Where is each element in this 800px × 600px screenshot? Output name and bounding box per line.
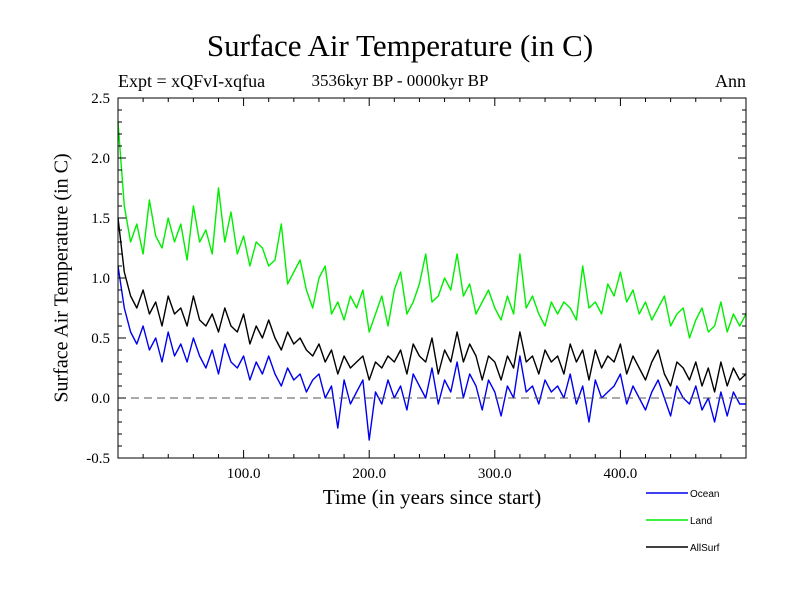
plot-frame <box>117 97 747 459</box>
x-tick-label: 300.0 <box>478 466 512 482</box>
series-layer <box>117 121 747 441</box>
legend: Ocean Land AllSurf <box>646 489 720 554</box>
y-tick-label: 2.0 <box>91 151 110 167</box>
chart-title: Surface Air Temperature (in C) <box>206 28 594 63</box>
chart-subtitle: 3536kyr BP - 0000kyr BP <box>311 71 489 90</box>
x-tick-label: 200.0 <box>352 466 386 482</box>
series-line-land <box>117 121 747 339</box>
y-tick-label: 1.5 <box>91 211 110 227</box>
y-tick-label: 0.0 <box>91 391 110 407</box>
x-tick-label: 400.0 <box>604 466 638 482</box>
experiment-label: Expt = xQFvI-xqfua <box>118 71 266 91</box>
x-axis-label: Time (in years since start) <box>322 485 542 509</box>
legend-label-allsurf: AllSurf <box>690 543 720 554</box>
y-tick-label: -0.5 <box>86 451 110 467</box>
y-tick-label: 2.5 <box>91 91 110 107</box>
y-tick-label: 1.0 <box>91 271 110 287</box>
series-line-ocean <box>117 265 746 441</box>
legend-label-land: Land <box>690 516 712 527</box>
x-tick-label: 100.0 <box>227 466 261 482</box>
series-line-allsurf <box>117 217 747 393</box>
legend-label-ocean: Ocean <box>690 489 719 500</box>
period-label: Ann <box>715 71 746 91</box>
ticks-layer: 100.0 200.0 300.0 400.0 -0.5 0.0 0.5 1.0 1.5 2.0 2… <box>86 91 746 482</box>
y-tick-label: 0.5 <box>91 331 110 347</box>
